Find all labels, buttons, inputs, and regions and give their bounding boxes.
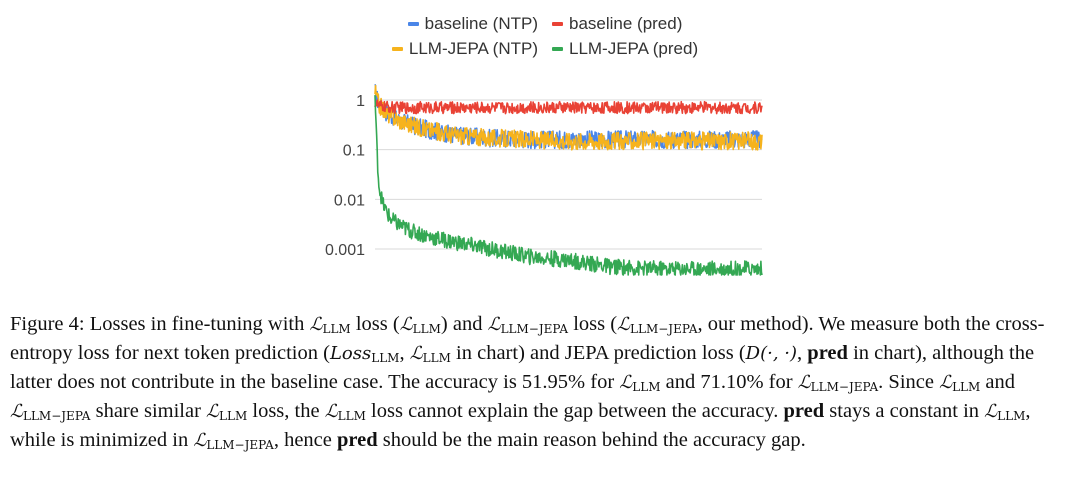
caption-text: , while is minimized in	[10, 400, 1031, 451]
caption-text: should be the main reason behind the acc…	[382, 429, 806, 451]
series-lines	[374, 83, 763, 276]
caption-text: for	[590, 371, 615, 393]
math-loss-llm: ℒLLM	[399, 314, 441, 336]
legend-label: baseline (pred)	[568, 14, 683, 33]
figure-label: Figure 4:	[10, 313, 85, 335]
caption-text: Losses in fine-tuning with	[89, 313, 305, 335]
series-line-baseline-pred	[374, 99, 763, 115]
math-distance: D(·, ·)	[745, 343, 798, 364]
caption-text: ,	[273, 429, 279, 451]
caption-text: ,	[399, 342, 405, 364]
math-loss-llm: ℒLLM	[309, 314, 351, 336]
caption-text: measure both the cross-entropy loss for …	[10, 313, 1045, 364]
gridlines	[375, 99, 762, 250]
legend-label: LLM-JEPA (NTP)	[408, 39, 538, 58]
legend-swatch	[391, 47, 403, 51]
math-loss-llm-jepa: ℒLLM−JEPA	[797, 372, 879, 394]
y-tick-label: 0.01	[334, 192, 365, 209]
caption-text: loss (	[701, 342, 746, 364]
pred-term: pred	[336, 429, 378, 451]
caption-text: and	[985, 371, 1016, 393]
y-axis-ticks: 1 0.1 0.01 0.001	[325, 93, 365, 259]
figure-caption: Figure 4: Losses in fine-tuning with ℒLL…	[10, 312, 1074, 457]
math-loss-llm: ℒLLM	[939, 372, 981, 394]
caption-text: loss, the	[252, 400, 320, 422]
legend-item: LLM-JEPA (pred)	[551, 38, 699, 60]
legend-row: LLM-JEPA (NTP) LLM-JEPA (pred)	[372, 35, 732, 60]
caption-text: ,	[797, 342, 803, 364]
caption-text: loss (	[355, 313, 400, 335]
caption-text: and 71.10% for	[665, 371, 793, 393]
caption-text: . Since	[878, 371, 934, 393]
caption-text: share similar	[95, 400, 201, 422]
y-tick-label: 1	[356, 93, 365, 110]
math-loss-llm: ℒLLM	[324, 401, 366, 423]
caption-text: , our method). We	[697, 313, 846, 335]
legend-swatch	[551, 22, 563, 26]
math-loss-llm: ℒLLM	[409, 343, 451, 365]
y-tick-label: 0.001	[325, 242, 365, 259]
chart-legend: baseline (NTP) baseline (pred) LLM-JEPA (N…	[372, 10, 732, 60]
math-loss-llm: ℒLLM	[206, 401, 248, 423]
caption-text: loss	[371, 400, 403, 422]
math-loss-llm-jepa: ℒLLM−JEPA	[487, 314, 569, 336]
loss-chart: 1 0.1 0.01 0.001	[325, 83, 763, 276]
caption-text: in chart), although the latter does not …	[10, 342, 1035, 393]
series-line-llm-jepa-pred	[374, 95, 763, 276]
legend-label: LLM-JEPA (pred)	[568, 39, 699, 58]
math-loss-llm: ℒLLM	[984, 401, 1026, 423]
series-line-llm-jepa-ntp	[374, 84, 763, 151]
math-loss-llm-jepa: ℒLLM−JEPA	[10, 401, 91, 423]
caption-text: cannot explain the gap between the accur…	[408, 400, 779, 422]
y-tick-label: 0.1	[343, 143, 365, 160]
pred-term: pred	[783, 400, 825, 422]
legend-swatch	[551, 47, 563, 51]
legend-item: baseline (NTP)	[407, 13, 538, 35]
caption-text: hence	[284, 429, 332, 451]
math-loss-llm-jepa: ℒLLM−JEPA	[617, 314, 698, 336]
math-loss-var: LossLLM	[329, 343, 400, 365]
math-loss-llm: ℒLLM	[619, 372, 661, 394]
caption-text: loss (	[573, 313, 618, 335]
caption-text: stays a constant in	[829, 400, 980, 422]
pred-term: pred	[807, 342, 848, 364]
math-loss-llm-jepa: ℒLLM−JEPA	[193, 430, 274, 452]
caption-text: in chart) and JEPA prediction	[456, 342, 697, 364]
legend-item: LLM-JEPA (NTP)	[391, 38, 538, 60]
legend-label: baseline (NTP)	[424, 14, 538, 33]
caption-text: ) and	[440, 313, 483, 335]
legend-row: baseline (NTP) baseline (pred)	[372, 10, 732, 35]
legend-item: baseline (pred)	[551, 13, 683, 35]
legend-swatch	[407, 22, 419, 26]
